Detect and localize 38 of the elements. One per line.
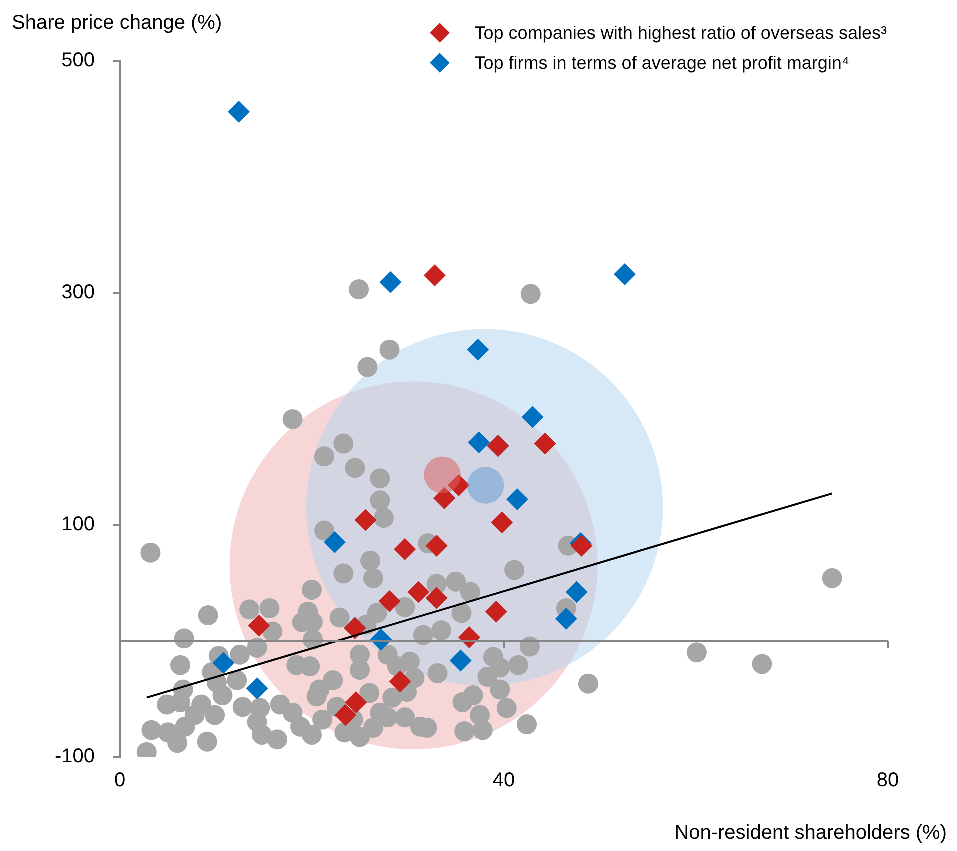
point	[354, 509, 377, 532]
x-tick-label: 0	[114, 770, 126, 792]
point	[450, 650, 472, 672]
point	[378, 590, 401, 613]
x-axis-title: Non-resident shareholders (%)	[674, 822, 947, 845]
point	[380, 272, 402, 294]
point	[426, 534, 448, 557]
x-tick-label: 80	[876, 770, 900, 792]
point	[228, 101, 250, 124]
x-tick-label: 40	[492, 770, 516, 792]
point	[389, 670, 412, 693]
point	[522, 406, 544, 428]
point	[566, 581, 588, 604]
point	[614, 263, 636, 286]
y-tick-label: -100	[54, 746, 95, 768]
point	[534, 432, 556, 455]
point	[324, 531, 346, 554]
point	[334, 704, 357, 726]
point	[246, 678, 268, 700]
point	[212, 652, 235, 674]
y-axis-title: Share price change (%)	[12, 12, 222, 35]
point	[248, 614, 270, 637]
y-tick-label: 300	[62, 282, 95, 304]
legend-label: Top firms in terms of average net profit margin⁴	[474, 52, 850, 74]
y-tick-label: 100	[62, 514, 95, 536]
point	[485, 601, 508, 623]
point	[467, 338, 490, 361]
point	[506, 488, 528, 510]
point	[345, 691, 368, 714]
point	[408, 581, 430, 604]
point	[394, 538, 416, 560]
point	[491, 512, 514, 534]
point	[448, 474, 470, 497]
y-tick-label: 500	[62, 50, 95, 72]
legend-label: Top companies with highest ratio of overseas sales³	[474, 22, 887, 44]
point	[468, 432, 490, 454]
point	[555, 608, 578, 630]
point	[424, 264, 446, 287]
